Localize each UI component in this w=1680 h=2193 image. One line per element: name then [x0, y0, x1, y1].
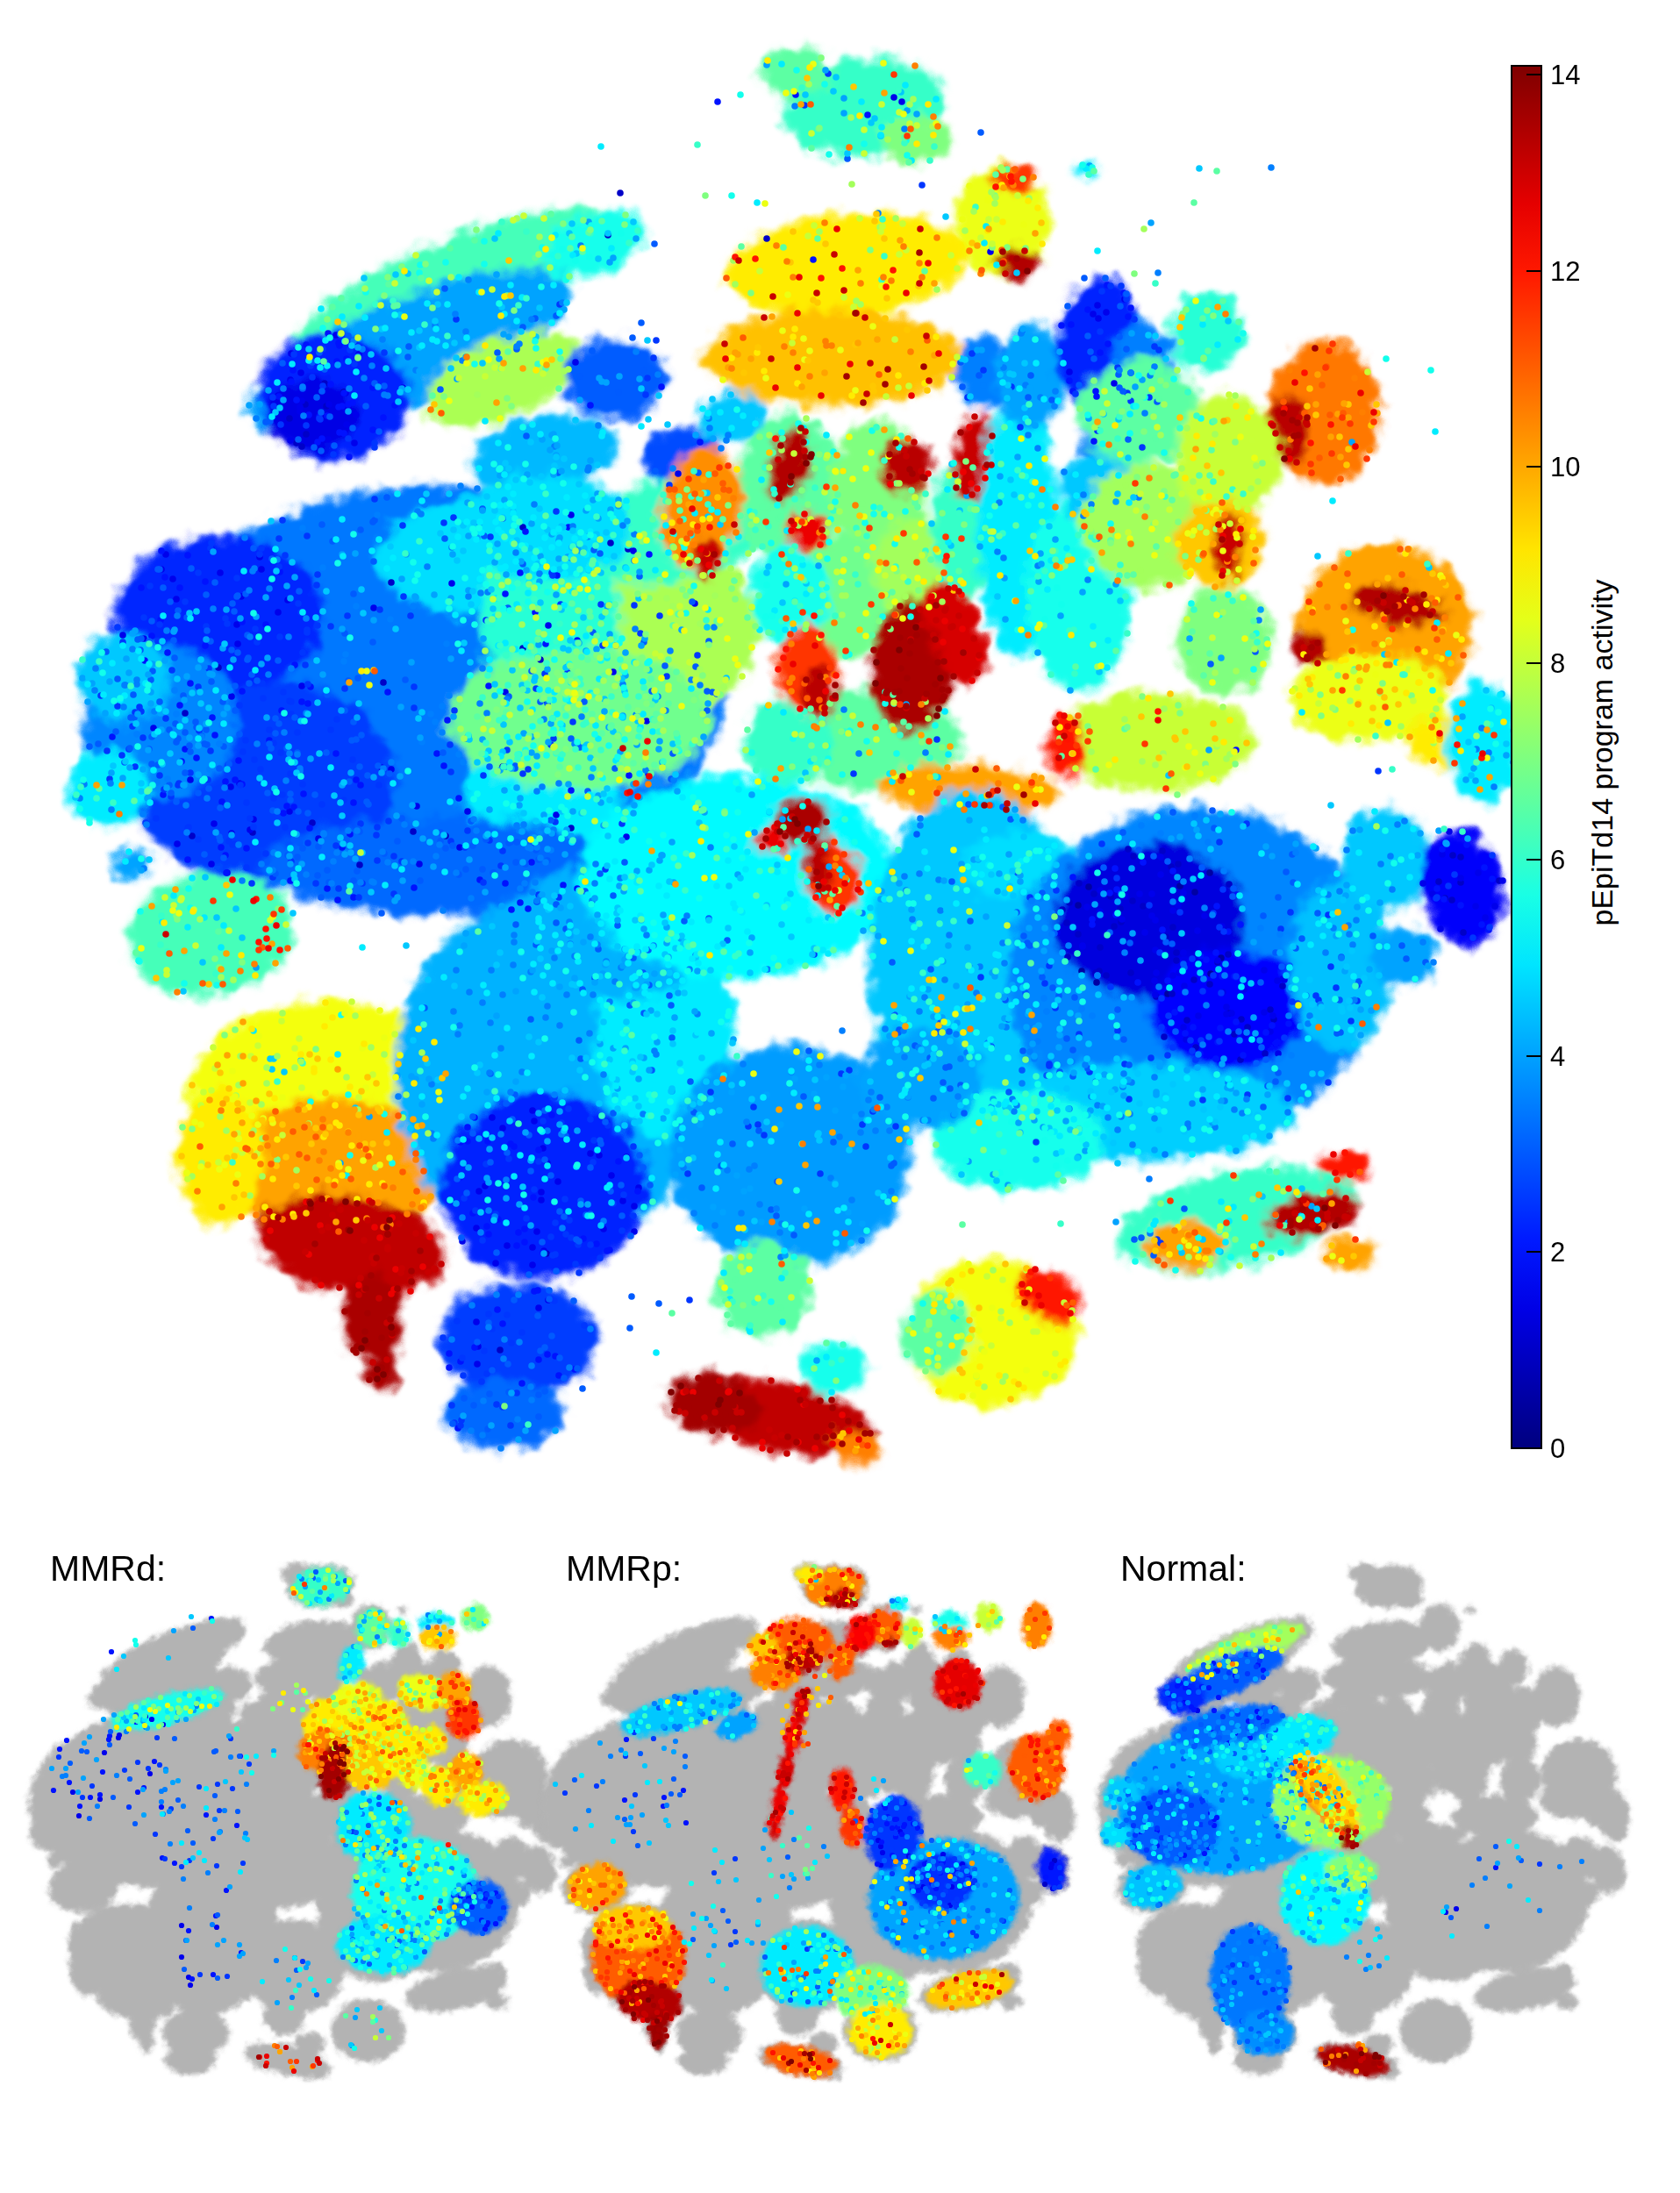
svg-text:Normal:: Normal: — [1120, 1548, 1247, 1589]
svg-text:2: 2 — [1550, 1237, 1565, 1268]
svg-text:0: 0 — [1550, 1433, 1565, 1464]
svg-text:6: 6 — [1550, 845, 1565, 875]
svg-text:12: 12 — [1550, 256, 1580, 287]
svg-text:pEpiTd14 program activity: pEpiTd14 program activity — [1585, 580, 1619, 926]
svg-text:14: 14 — [1550, 60, 1580, 90]
svg-text:4: 4 — [1550, 1041, 1565, 1072]
svg-text:10: 10 — [1550, 452, 1580, 482]
svg-text:8: 8 — [1550, 648, 1565, 679]
svg-text:MMRd:: MMRd: — [50, 1548, 166, 1589]
svg-text:MMRp:: MMRp: — [566, 1548, 682, 1589]
